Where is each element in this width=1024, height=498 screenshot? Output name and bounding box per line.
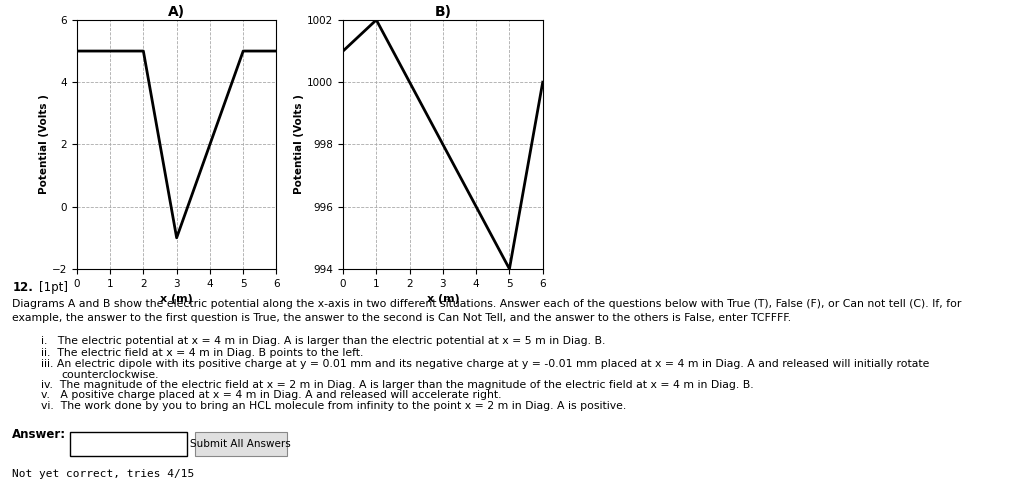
Y-axis label: Potential (Volts ): Potential (Volts ) — [39, 95, 49, 194]
Text: example, the answer to the first question is True, the answer to the second is C: example, the answer to the first questio… — [12, 313, 792, 323]
Text: ii.  The electric field at x = 4 m in Diag. B points to the left.: ii. The electric field at x = 4 m in Dia… — [41, 348, 364, 358]
Title: B): B) — [434, 5, 452, 19]
Text: iv.  The magnitude of the electric field at x = 2 m in Diag. A is larger than th: iv. The magnitude of the electric field … — [41, 380, 754, 390]
Text: vi.  The work done by you to bring an HCL molecule from infinity to the point x : vi. The work done by you to bring an HCL… — [41, 401, 627, 411]
Text: v.   A positive charge placed at x = 4 m in Diag. A and released will accelerate: v. A positive charge placed at x = 4 m i… — [41, 390, 502, 400]
Text: iii. An electric dipole with its positive charge at y = 0.01 mm and its negative: iii. An electric dipole with its positiv… — [41, 359, 930, 369]
Text: Diagrams A and B show the electric potential along the x-axis in two different s: Diagrams A and B show the electric poten… — [12, 299, 962, 309]
Title: A): A) — [168, 5, 185, 19]
Text: Answer:: Answer: — [12, 428, 67, 441]
Text: i.   The electric potential at x = 4 m in Diag. A is larger than the electric po: i. The electric potential at x = 4 m in … — [41, 336, 605, 346]
Y-axis label: Potential (Volts ): Potential (Volts ) — [294, 95, 304, 194]
Text: [1pt]: [1pt] — [39, 281, 68, 294]
Text: counterclockwise.: counterclockwise. — [61, 370, 159, 379]
Text: 12.: 12. — [12, 281, 33, 294]
Text: Submit All Answers: Submit All Answers — [190, 439, 291, 449]
X-axis label: x (m): x (m) — [161, 294, 193, 304]
X-axis label: x (m): x (m) — [427, 294, 459, 304]
Text: Not yet correct, tries 4/15: Not yet correct, tries 4/15 — [12, 469, 195, 479]
